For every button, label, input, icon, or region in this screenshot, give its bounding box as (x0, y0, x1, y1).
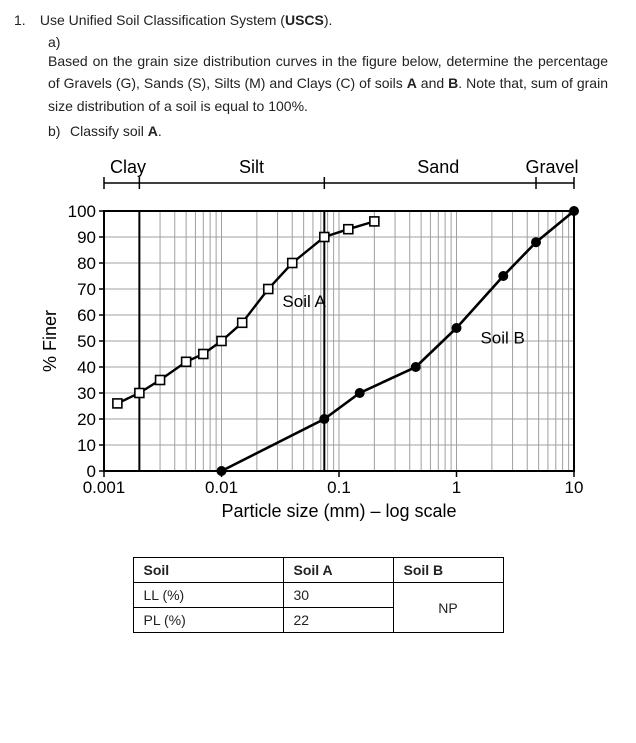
bold-text: B (448, 75, 458, 91)
table-cell-merged: NP (393, 583, 503, 633)
svg-text:90: 90 (77, 228, 96, 247)
svg-text:0.001: 0.001 (83, 478, 126, 497)
svg-text:70: 70 (77, 280, 96, 299)
table-cell: LL (%) (133, 583, 283, 608)
svg-text:10: 10 (77, 436, 96, 455)
svg-text:10: 10 (565, 478, 584, 497)
question-main: Use Unified Soil Classification System (… (40, 12, 333, 28)
sub-question: a)Based on the grain size distribution c… (48, 34, 622, 117)
svg-text:100: 100 (68, 202, 96, 221)
chart-svg: 01020304050607080901000.0010.010.1110Par… (38, 159, 598, 539)
q-text-pre: Use Unified Soil Classification System ( (40, 12, 285, 28)
svg-text:Gravel: Gravel (526, 159, 579, 177)
q-text-post: ). (324, 12, 333, 28)
plain-text: Classify soil (70, 123, 148, 139)
sub-body: Based on the grain size distribution cur… (48, 50, 608, 117)
svg-text:Particle size (mm) – log scale: Particle size (mm) – log scale (221, 501, 456, 521)
plain-text: and (417, 75, 448, 91)
svg-text:Sand: Sand (417, 159, 459, 177)
sub-body: Classify soil A. (70, 123, 162, 139)
svg-text:Soil B: Soil B (480, 329, 524, 348)
question-root: 1. Use Unified Soil Classification Syste… (14, 12, 622, 139)
svg-text:% Finer: % Finer (40, 310, 60, 372)
table-cell: 22 (283, 608, 393, 633)
sub-question: b)Classify soil A. (48, 123, 622, 139)
grain-size-chart: 01020304050607080901000.0010.010.1110Par… (38, 159, 598, 539)
svg-text:80: 80 (77, 254, 96, 273)
svg-text:0.1: 0.1 (327, 478, 351, 497)
sub-label: a) (48, 34, 70, 50)
bold-text: A (148, 123, 158, 139)
bold-text: A (407, 75, 417, 91)
table-header-cell: Soil A (283, 558, 393, 583)
table-cell: 30 (283, 583, 393, 608)
table-header-cell: Soil (133, 558, 283, 583)
sub-question-list: a)Based on the grain size distribution c… (48, 34, 622, 139)
question-number: 1. (14, 12, 36, 28)
plain-text: . (158, 123, 162, 139)
svg-text:0.01: 0.01 (205, 478, 238, 497)
svg-text:20: 20 (77, 410, 96, 429)
svg-text:1: 1 (452, 478, 461, 497)
table-row: LL (%)30NP (133, 583, 503, 608)
svg-text:50: 50 (77, 332, 96, 351)
table-cell: PL (%) (133, 608, 283, 633)
table-header-cell: Soil B (393, 558, 503, 583)
svg-text:Silt: Silt (239, 159, 264, 177)
atterberg-table: SoilSoil ASoil BLL (%)30NPPL (%)22 (133, 557, 504, 633)
svg-text:Clay: Clay (110, 159, 146, 177)
svg-text:60: 60 (77, 306, 96, 325)
q-text-bold: USCS (285, 12, 324, 28)
table-header-row: SoilSoil ASoil B (133, 558, 503, 583)
svg-text:Soil A: Soil A (282, 292, 326, 311)
sub-label: b) (48, 123, 70, 139)
svg-text:40: 40 (77, 358, 96, 377)
svg-text:30: 30 (77, 384, 96, 403)
